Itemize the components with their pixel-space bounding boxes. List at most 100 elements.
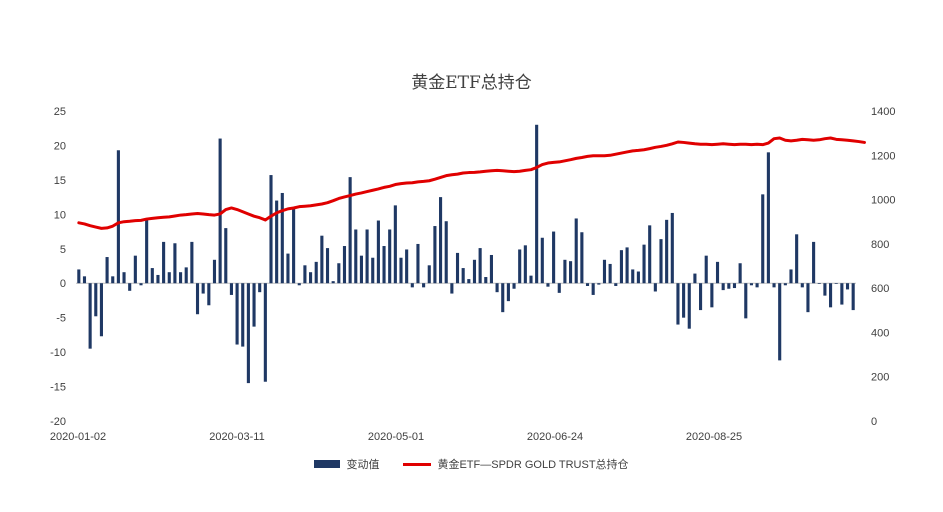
bar — [246, 283, 250, 384]
y-left-tick-label: -10 — [50, 347, 66, 359]
bar — [642, 244, 646, 284]
bar — [427, 265, 431, 284]
bar — [665, 219, 669, 284]
bar — [467, 279, 471, 284]
bar — [201, 283, 205, 294]
x-tick-label: 2020-08-25 — [686, 431, 742, 443]
bar — [727, 283, 731, 289]
bar — [845, 283, 850, 290]
bar — [275, 200, 279, 284]
legend-swatch-bar — [314, 460, 341, 468]
bar — [648, 225, 652, 284]
bar — [162, 241, 166, 284]
bar — [738, 263, 742, 284]
bar — [224, 228, 228, 284]
bar — [778, 283, 782, 361]
y-right-tick-label: 1400 — [871, 106, 895, 118]
bar — [659, 239, 663, 284]
bar — [179, 272, 183, 284]
bar — [184, 267, 188, 284]
y-left-tick-label: 25 — [54, 106, 66, 118]
bar — [817, 283, 821, 284]
x-axis: 2020-01-02 2020-03-11 2020-05-01 2020-06-24… — [50, 431, 742, 443]
bar — [241, 283, 245, 347]
bar — [77, 269, 81, 284]
legend-item-line: 黄金ETF—SPDR GOLD TRUST总持仓 — [403, 456, 629, 472]
bar — [190, 241, 194, 284]
bar — [252, 283, 256, 327]
bar — [732, 283, 737, 289]
bar — [325, 248, 330, 284]
bar — [501, 283, 505, 313]
bar — [625, 247, 629, 284]
bar — [574, 218, 578, 284]
y-right-axis: 0 200 400 600 800 1000 1200 1400 — [871, 106, 895, 428]
bar — [133, 255, 137, 284]
bar — [235, 283, 239, 345]
bar — [761, 194, 765, 284]
bar — [371, 257, 375, 284]
bar — [388, 229, 392, 284]
bar — [314, 261, 318, 284]
bar — [461, 268, 465, 284]
bar — [489, 254, 493, 284]
y-left-tick-label: 15 — [54, 175, 66, 187]
bar — [535, 124, 539, 284]
bar — [105, 257, 109, 284]
bar — [529, 275, 533, 284]
bar — [772, 283, 776, 288]
legend-swatch-line — [403, 462, 432, 466]
y-left-tick-label: -20 — [50, 416, 66, 428]
bar — [455, 252, 460, 284]
bar — [840, 283, 844, 305]
legend: 变动值 黄金ETF—SPDR GOLD TRUST总持仓 — [0, 456, 943, 472]
bar — [484, 277, 488, 284]
bar — [354, 229, 358, 284]
bar — [789, 269, 793, 284]
bar — [258, 283, 262, 293]
bar — [116, 150, 120, 284]
x-tick-label: 2020-03-11 — [209, 431, 264, 443]
bar — [156, 274, 160, 284]
bar — [359, 255, 363, 284]
bar — [111, 276, 115, 284]
bar — [676, 283, 680, 325]
bar — [823, 283, 827, 296]
bar — [269, 175, 273, 284]
bar — [309, 272, 313, 284]
bar — [563, 259, 567, 284]
bar — [218, 138, 222, 284]
bar — [619, 250, 623, 284]
holding-line-series — [77, 136, 866, 230]
bar — [376, 220, 380, 284]
y-right-tick-label: 1000 — [871, 195, 895, 207]
bar — [472, 259, 477, 284]
bar — [150, 268, 154, 284]
bar — [286, 253, 290, 284]
bar — [167, 272, 171, 284]
bar — [744, 283, 748, 319]
bar — [591, 283, 595, 295]
bar — [280, 192, 284, 284]
bar — [687, 283, 691, 329]
bar — [682, 283, 686, 318]
x-tick-label: 2020-06-24 — [527, 431, 583, 443]
bar — [653, 283, 657, 292]
bar — [795, 234, 799, 284]
y-left-tick-label: 20 — [54, 140, 66, 152]
bar — [207, 283, 211, 306]
bar — [212, 259, 217, 284]
bar — [337, 263, 341, 284]
bar — [263, 283, 267, 382]
bar — [416, 243, 420, 284]
bar — [382, 246, 386, 284]
bar — [693, 273, 697, 284]
bar — [145, 219, 149, 284]
bar — [704, 255, 708, 284]
x-tick-label: 2020-01-02 — [50, 431, 106, 443]
chart-title: 黄金ETF总持仓 — [411, 73, 532, 93]
bar — [82, 276, 87, 284]
x-tick-label: 2020-05-01 — [368, 431, 424, 443]
bar — [834, 283, 838, 284]
